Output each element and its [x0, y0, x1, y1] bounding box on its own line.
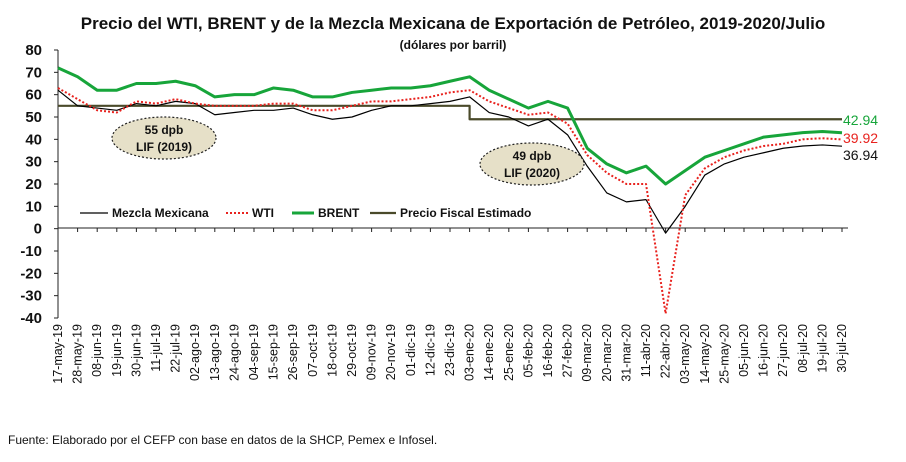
- y-tick-label: -10: [20, 243, 42, 260]
- line-chart: 80 70 60 50 40 30 20 10 0 -10 -20 -30 -40 17-may-19 2…: [20, 42, 878, 384]
- x-tick-label: 16-feb-20: [541, 324, 555, 378]
- x-tick-label: 22-abr-20: [659, 324, 673, 378]
- y-tick-label: 10: [25, 198, 42, 215]
- x-tick-label: 22-jul-19: [169, 324, 183, 373]
- x-axis: 17-may-19 28-may-19 08-jun-19 19-jun-19 30-j…: [51, 227, 849, 384]
- chart-title: Precio del WTI, BRENT y de la Mezcla Mex…: [80, 14, 826, 33]
- x-tick-label: 01-dic-19: [404, 324, 418, 376]
- y-tick-label: 50: [25, 109, 42, 126]
- x-tick-label: 31-mar-20: [619, 324, 633, 382]
- x-tick-label: 09-mar-20: [580, 324, 594, 382]
- x-tick-label: 08-jul-20: [796, 324, 810, 373]
- lif-annotation-bubble: [479, 142, 585, 186]
- x-tick-label: 08-jun-19: [90, 324, 104, 377]
- x-tick-label: 20-nov-19: [384, 324, 398, 380]
- x-tick-label: 14-ene-20: [482, 324, 496, 381]
- x-tick-label: 19-jun-19: [110, 324, 124, 377]
- x-tick-label: 26-sep-19: [286, 324, 300, 380]
- end-value-label: 36.94: [843, 147, 878, 163]
- x-tick-label: 20-mar-20: [600, 324, 614, 382]
- x-tick-label: 13-ago-19: [208, 324, 222, 381]
- legend-label: Precio Fiscal Estimado: [400, 206, 531, 220]
- series-line-wti: [57, 87, 843, 315]
- y-tick-label: -30: [20, 288, 42, 305]
- x-tick-label: 11-abr-20: [639, 324, 653, 377]
- legend-label: BRENT: [318, 206, 360, 220]
- series-line-precio-fiscal-estimado: [58, 104, 842, 121]
- y-tick-label: -20: [20, 265, 42, 282]
- y-tick-label: 70: [25, 64, 42, 81]
- lif-annotation-value: 49 dpb: [513, 149, 552, 163]
- x-tick-label: 04-sep-19: [247, 324, 261, 380]
- x-tick-label: 27-jun-20: [776, 324, 790, 377]
- series-line-brent: [57, 66, 843, 186]
- legend-label: Mezcla Mexicana: [112, 206, 209, 220]
- end-value-label: 39.92: [843, 130, 878, 146]
- x-tick-label: 19-jul-20: [815, 324, 829, 373]
- x-tick-label: 03-may-20: [678, 324, 692, 384]
- series-lines: [57, 66, 843, 315]
- x-tick-label: 05-feb-20: [521, 324, 535, 378]
- y-tick-label: 0: [34, 221, 42, 238]
- y-tick-label: 60: [25, 87, 42, 104]
- x-tick-label: 30-jun-19: [129, 324, 143, 377]
- x-tick-label: 25-ene-20: [502, 324, 516, 381]
- x-tick-label: 05-jun-20: [737, 324, 751, 377]
- x-tick-label: 02-ago-19: [188, 324, 202, 381]
- x-tick-label: 16-jun-20: [757, 324, 771, 377]
- x-tick-label: 23-dic-19: [443, 324, 457, 376]
- x-tick-label: 17-may-19: [51, 324, 65, 384]
- x-tick-label: 11-jul-19: [149, 324, 163, 372]
- source-note: Fuente: Elaborado por el CEFP con base e…: [8, 433, 438, 447]
- y-tick-label: 80: [25, 42, 42, 59]
- lif-annotations: 55 dpb LIF (2019) 49 dpb LIF (2020): [111, 116, 585, 186]
- x-tick-label: 30-jul-20: [835, 324, 849, 373]
- x-tick-label: 24-ago-19: [227, 324, 241, 381]
- lif-annotation-bubble: [111, 116, 217, 160]
- x-tick-label: 29-oct-19: [345, 324, 359, 377]
- y-axis: 80 70 60 50 40 30 20 10 0 -10 -20 -30 -40: [20, 42, 59, 327]
- lif-annotation-value: 55 dpb: [145, 123, 184, 137]
- y-tick-label: 30: [25, 154, 42, 171]
- x-tick-label: 27-feb-20: [561, 324, 575, 378]
- x-tick-label: 28-may-19: [71, 324, 85, 384]
- y-tick-label: -40: [20, 310, 42, 327]
- lif-annotation-label: LIF (2020): [504, 166, 560, 180]
- x-tick-label: 25-may-20: [717, 324, 731, 384]
- legend: Mezcla Mexicana WTI BRENT Precio Fiscal Est…: [80, 206, 531, 220]
- y-tick-label: 20: [25, 176, 42, 193]
- y-tick-label: 40: [25, 131, 42, 148]
- x-tick-label: 03-ene-20: [463, 324, 477, 381]
- chart-subtitle: (dólares por barril): [399, 38, 507, 52]
- x-tick-label: 14-may-20: [698, 324, 712, 384]
- x-tick-label: 15-sep-19: [267, 324, 281, 380]
- end-value-label: 42.94: [843, 112, 878, 128]
- x-tick-label: 18-oct-19: [325, 324, 339, 377]
- x-tick-label: 07-oct-19: [306, 324, 320, 377]
- legend-label: WTI: [252, 206, 274, 220]
- lif-annotation-label: LIF (2019): [136, 140, 192, 154]
- x-tick-label: 09-nov-19: [365, 324, 379, 380]
- x-tick-label: 12-dic-19: [423, 324, 437, 376]
